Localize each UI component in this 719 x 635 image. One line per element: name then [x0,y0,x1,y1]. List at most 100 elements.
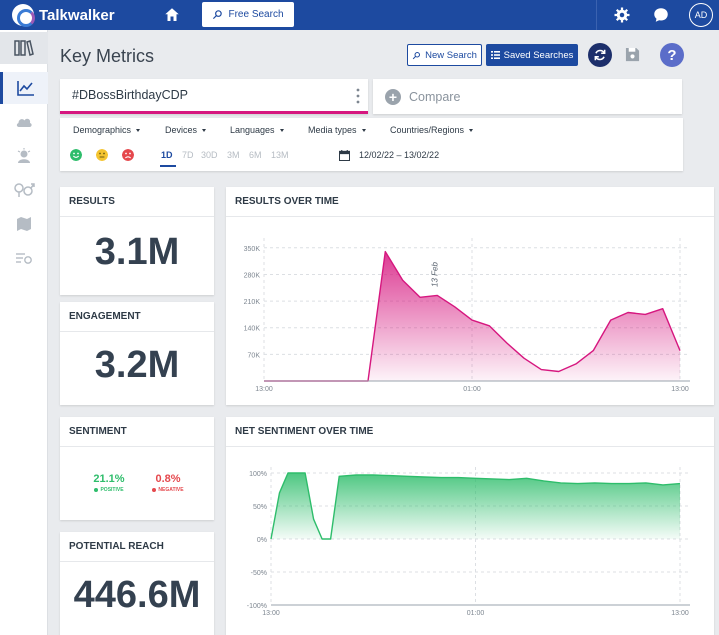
reach-title: POTENTIAL REACH [69,541,164,552]
free-search-label: Free Search [228,9,284,20]
y-tick-label: 140K [244,326,261,333]
query-box[interactable]: #DBossBirthdayCDP [60,79,368,114]
results-title: RESULTS [69,196,115,207]
net-sentiment-card: NET SENTIMENT OVER TIME 100% 50% 0% -50% -10… [226,417,714,635]
results-over-time-chart[interactable]: 350K 280K 210K 140K 70K 13:00 01:00 13:00 13 Feb [226,217,714,405]
divider [226,446,714,447]
range-30d[interactable]: 30D [201,150,218,160]
search-icon [412,51,421,59]
avatar[interactable]: AD [689,3,713,27]
negative-face-icon[interactable] [122,149,134,161]
filter-devices[interactable]: Devices [165,125,207,135]
reach-card: POTENTIAL REACH 446.6M [60,532,214,635]
x-tick-label: 13:00 [671,386,689,393]
net-sentiment-chart[interactable]: 100%50%0%-50%-100%13:00 01:00 13:00 [226,447,714,635]
engagement-title: ENGAGEMENT [69,311,141,322]
y-tick-label: -50% [251,570,267,577]
positive-face-icon[interactable] [70,149,82,161]
negative-label: NEGATIVE [158,487,184,493]
help-button[interactable]: ? [660,43,684,67]
sidebar [0,30,48,635]
new-search-label: New Search [425,49,477,61]
divider [226,216,714,217]
x-tick-label: 13:00 [262,610,280,617]
sidebar-item-library[interactable] [0,32,48,64]
map-icon [17,217,31,231]
new-search-button[interactable]: New Search [407,44,482,66]
sentiment-title: SENTIMENT [69,426,127,437]
saved-searches-button[interactable]: Saved Searches [486,44,578,66]
chart-line-icon [16,81,34,96]
range-7d[interactable]: 7D [182,150,194,160]
more-vertical-icon[interactable] [356,88,360,104]
divider [596,0,597,30]
negative-value: 0.8% [155,473,181,485]
cloud-icon [16,118,32,127]
negative-dot-icon [152,488,157,492]
range-1d[interactable]: 1D [161,150,173,160]
caret-down-icon [136,128,141,132]
brand-name: Talkwalker [39,6,115,24]
save-icon[interactable] [625,47,640,62]
refresh-button[interactable] [588,43,612,67]
engagement-card: ENGAGEMENT 3.2M [60,302,214,405]
negative-sentiment: 0.8% NEGATIVE [150,473,186,493]
sidebar-item-map[interactable] [0,208,48,240]
filter-media-types[interactable]: Media types [308,125,366,135]
range-6m[interactable]: 6M [249,150,262,160]
compare-box[interactable]: + Compare [373,79,682,114]
filter-languages[interactable]: Languages [230,125,284,135]
x-tick-label: 01:00 [467,610,485,617]
y-tick-label: 350K [244,246,261,253]
date-range[interactable]: 12/02/22 – 13/02/22 [359,150,440,160]
sidebar-item-cloud[interactable] [0,106,48,138]
refresh-icon [594,49,606,61]
sidebar-item-demographics[interactable] [0,174,48,206]
sidebar-item-metrics[interactable] [0,72,48,104]
results-over-time-card: RESULTS OVER TIME 350K 280K 210K 140K 70K 13:… [226,187,714,405]
caret-down-icon [279,128,284,132]
y-tick-label: 50% [253,504,267,511]
gear-icon[interactable] [613,6,631,24]
plus-icon: + [385,88,401,105]
neutral-face-icon[interactable] [96,149,108,161]
calendar-icon[interactable] [339,150,350,161]
filter-label: Countries/Regions [390,125,465,135]
caret-down-icon [361,128,366,132]
reach-value: 446.6M [73,574,201,616]
x-tick-label: 01:00 [463,386,481,393]
topics-icon [16,253,32,264]
results-over-time-title: RESULTS OVER TIME [235,196,339,207]
filter-panel: Demographics Devices Languages Media typ… [60,118,683,171]
engagement-value: 3.2M [94,344,180,386]
query-text[interactable]: #DBossBirthdayCDP [72,88,189,102]
caret-down-icon [469,128,474,132]
sidebar-item-influencers[interactable] [0,140,48,172]
sentiment-card: SENTIMENT 21.1% POSITIVE 0.8% NEGATIVE [60,417,214,520]
list-icon [490,51,500,59]
sidebar-item-topics[interactable] [0,242,48,274]
divider [60,331,214,332]
range-3m[interactable]: 3M [227,150,240,160]
filter-label: Demographics [73,125,132,135]
free-search-button[interactable]: Free Search [202,2,294,27]
y-tick-label: 0% [257,537,267,544]
gender-icon [14,183,35,197]
annotation-label: 13 Feb [430,262,439,287]
filter-demographics[interactable]: Demographics [73,125,141,135]
y-tick-label: 70K [248,352,261,359]
talkwalker-logo[interactable]: Talkwalker [12,4,115,27]
compare-label: Compare [409,89,461,104]
x-tick-label: 13:00 [671,610,689,617]
range-13m[interactable]: 13M [271,150,289,160]
results-value: 3.1M [94,231,180,273]
series-line [270,472,681,540]
home-icon[interactable] [163,6,181,24]
filter-countries[interactable]: Countries/Regions [390,125,474,135]
caret-down-icon [202,128,207,132]
filter-label: Media types [308,125,357,135]
top-bar: Talkwalker Free Search AD [0,0,719,30]
chat-icon[interactable] [652,6,670,24]
active-range-indicator [160,165,176,167]
positive-label-row: POSITIVE [91,487,127,493]
